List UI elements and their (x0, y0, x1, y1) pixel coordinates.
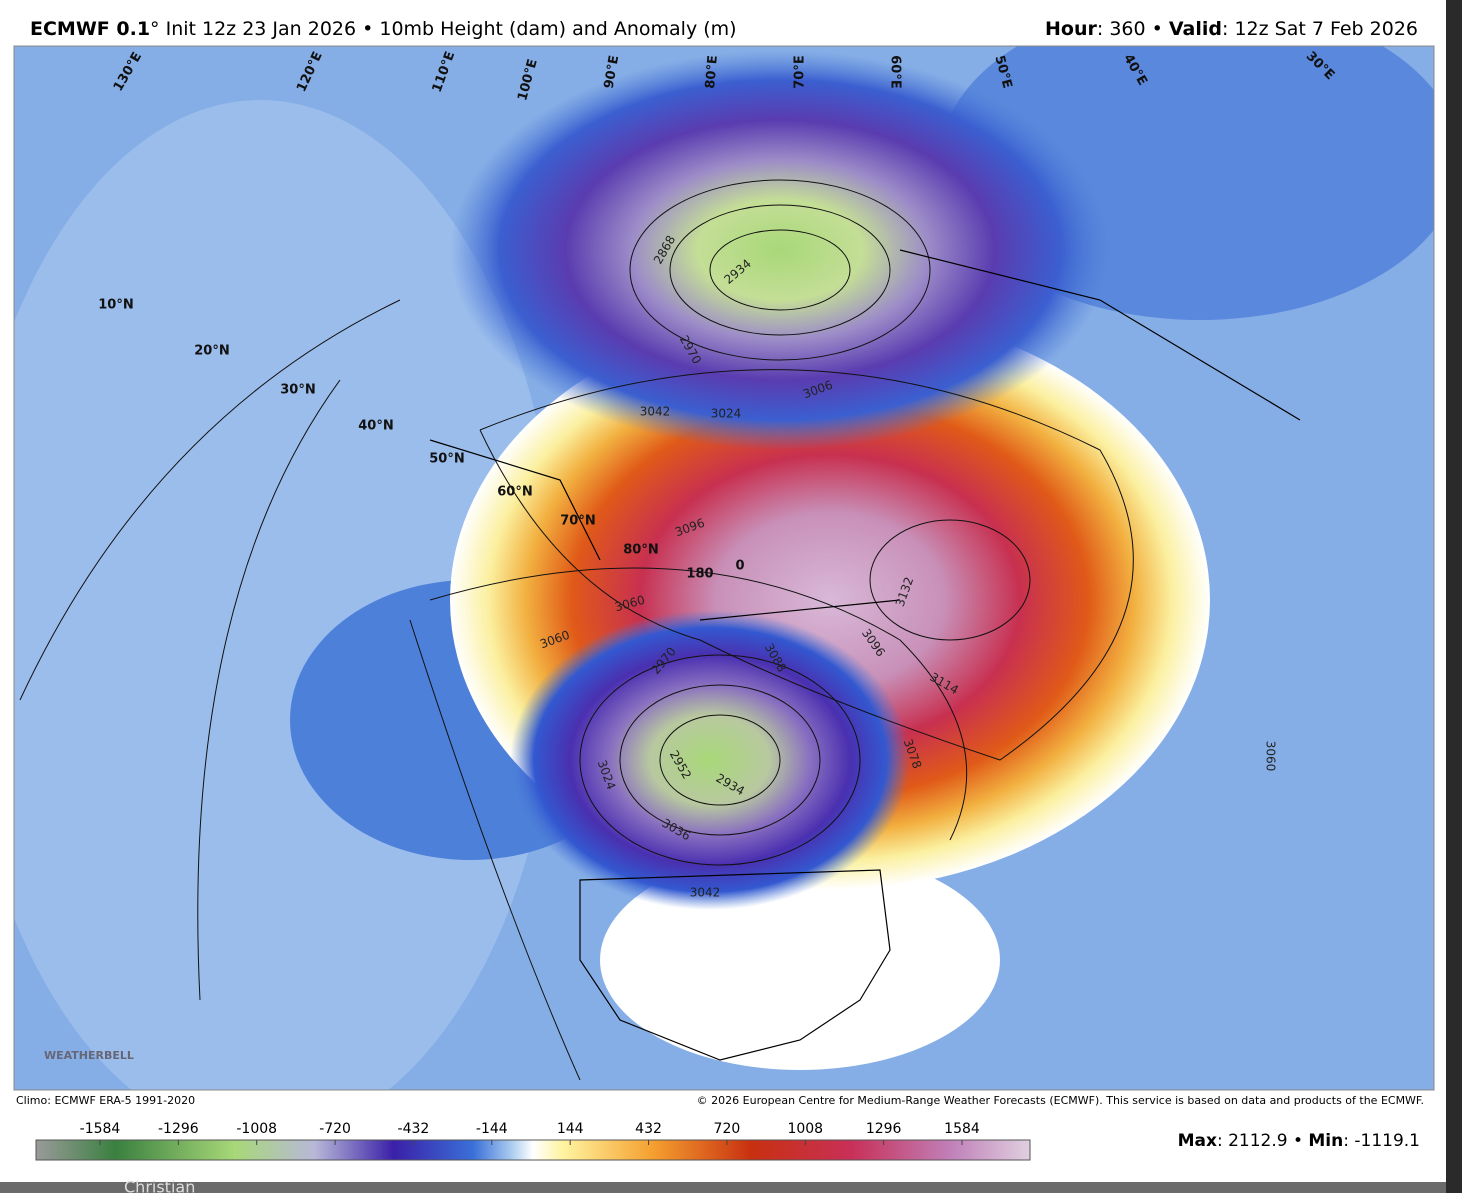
anomaly-low (510, 610, 910, 910)
max-min: Max: 2112.9 • Min: -1119.1 (1178, 1131, 1420, 1151)
taskbar-text: Christian (124, 1178, 195, 1193)
side-bar (1446, 0, 1462, 1193)
colorbar-tick-label: 1296 (866, 1121, 902, 1137)
lat-label: 50°N (429, 452, 464, 467)
colorbar-tick-label: -432 (398, 1121, 430, 1137)
taskbar (0, 1182, 1446, 1193)
colorbar-tick-label: 720 (714, 1121, 741, 1137)
coastlines (429, 249, 1301, 1061)
colorbar-tick-label: -144 (476, 1121, 508, 1137)
contour-label: 3060 (1264, 741, 1278, 772)
lon-label: 80°E (703, 55, 721, 90)
lat-label: 80°N (623, 543, 658, 558)
contour-label: 3042 (640, 405, 671, 419)
colorbar-tick-label: 1008 (787, 1121, 823, 1137)
colorbar-tick-label: 144 (557, 1121, 584, 1137)
climo: Climo: ECMWF ERA-5 1991-2020 (16, 1094, 195, 1107)
max-label: Max (1178, 1131, 1217, 1151)
colorbar-tick-label: -1008 (236, 1121, 277, 1137)
map-border (13, 45, 1435, 1091)
max: : 2112.9 • (1217, 1131, 1308, 1151)
hour-label: Hour (1045, 18, 1097, 40)
header-right: Hour: 360 • Valid: 12z Sat 7 Feb 2026 (1045, 18, 1418, 40)
lon-label: 0 (735, 559, 744, 574)
colorbar-tick-label: -1296 (158, 1121, 199, 1137)
hour: : 360 • (1097, 18, 1169, 40)
colorbar-ticks: -1584 -1296 -1008 -720 -432 -144 144 432 720 1008… (80, 1121, 980, 1145)
colorbar (35, 1139, 1031, 1161)
colorbar-tick-label: -1584 (80, 1121, 121, 1137)
colorbar-tick-label: -720 (319, 1121, 351, 1137)
lat-label: 10°N (98, 298, 133, 313)
lon-label: 90°E (602, 54, 623, 90)
lat-label: 40°N (358, 419, 393, 434)
lon-label: 60°E (888, 55, 903, 88)
lat-label: 30°N (280, 383, 315, 398)
min: : -1119.1 (1343, 1131, 1420, 1151)
lat-label: 70°N (560, 514, 595, 529)
valid: : 12z Sat 7 Feb 2026 (1222, 18, 1418, 40)
lat-label: 20°N (194, 344, 229, 359)
colorbar-tick-label: 432 (635, 1121, 662, 1137)
anomaly-low (450, 50, 1110, 450)
logo: WEATHERBELL (44, 1049, 134, 1062)
contour-label: 3042 (690, 886, 721, 900)
min-label: Min (1308, 1131, 1343, 1151)
title: ° Init 12z 23 Jan 2026 • 10mb Height (da… (150, 18, 737, 40)
lon-label: 180 (686, 567, 713, 582)
lon-label: 70°E (793, 55, 808, 88)
colorbar-tick-label: 1584 (944, 1121, 980, 1137)
lat-label: 60°N (497, 485, 532, 500)
model: ECMWF 0.1 (30, 18, 150, 40)
valid-label: Valid (1169, 18, 1222, 40)
contour-label: 3024 (711, 407, 742, 421)
copyright: © 2026 European Centre for Medium-Range … (697, 1094, 1424, 1107)
header-left: ECMWF 0.1° Init 12z 23 Jan 2026 • 10mb H… (30, 18, 737, 40)
